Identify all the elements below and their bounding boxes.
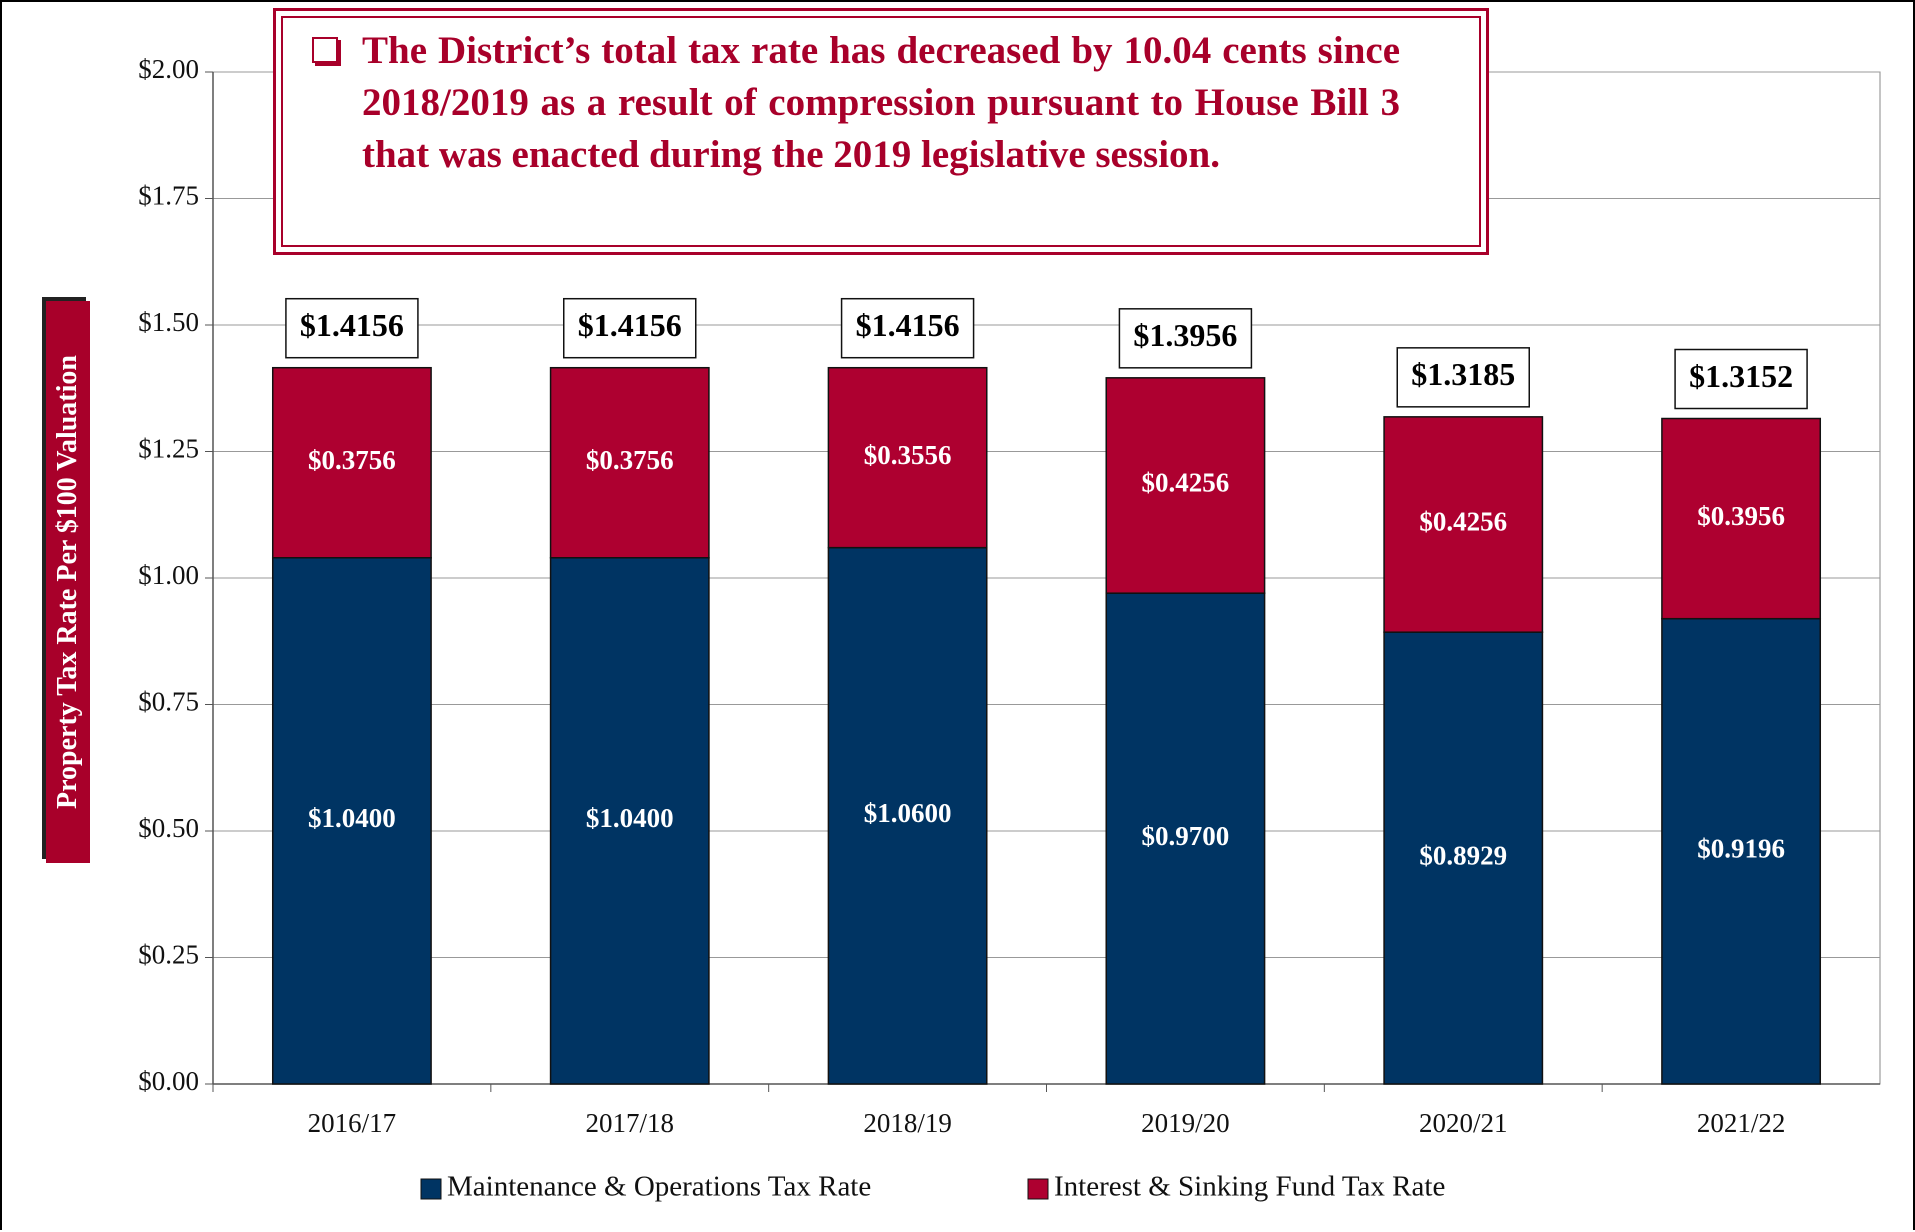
value-label: $1.0400 [308, 803, 396, 833]
value-label: $0.9700 [1142, 821, 1230, 851]
annotation-box: The District’s total tax rate has decrea… [273, 8, 1489, 255]
value-label: $0.8929 [1419, 840, 1507, 870]
total-label: $1.3152 [1689, 358, 1793, 394]
total-label: $1.4156 [300, 307, 404, 343]
total-label: $1.3956 [1133, 317, 1237, 353]
legend-swatch [420, 1178, 442, 1200]
value-label: $0.9196 [1697, 834, 1785, 864]
y-tick-label: $1.50 [138, 307, 199, 337]
value-label: $0.3756 [586, 445, 674, 475]
y-tick-label: $2.00 [138, 54, 199, 84]
value-label: $0.4256 [1419, 507, 1507, 537]
total-box [285, 297, 419, 359]
y-tick-label: $0.00 [138, 1066, 199, 1096]
bar-segment [271, 366, 432, 559]
bar-segment [827, 366, 988, 549]
total-label: $1.4156 [578, 307, 682, 343]
value-label: $0.3956 [1697, 501, 1785, 531]
y-tick-label: $1.25 [138, 434, 199, 464]
bar-segment [549, 366, 710, 559]
total-box [1674, 348, 1808, 410]
bar-segment [1383, 631, 1544, 1085]
bar-segment [1105, 592, 1266, 1085]
annotation: The District’s total tax rate has decrea… [362, 29, 1400, 176]
total-label: $1.4156 [856, 307, 960, 343]
value-label: $1.0400 [586, 803, 674, 833]
legend-swatch [1027, 1178, 1049, 1200]
bar-segment [1661, 417, 1822, 620]
y-tick-label: $0.75 [138, 687, 199, 717]
value-label: $0.3556 [864, 440, 952, 470]
total-box [1396, 347, 1530, 408]
y-tick-label: $0.25 [138, 940, 199, 970]
total-label: $1.3185 [1411, 356, 1515, 392]
y-axis-label: Property Tax Rate Per $100 Valuation [46, 301, 90, 863]
bar-segment [1105, 377, 1266, 594]
x-tick-label: 2016/17 [308, 1108, 397, 1138]
x-tick-label: 2020/21 [1419, 1108, 1508, 1138]
x-tick-label: 2017/18 [585, 1108, 674, 1138]
bar-segment [1383, 416, 1544, 633]
total-box [840, 297, 975, 359]
value-label: $0.3756 [308, 445, 396, 475]
bar-segment [271, 557, 432, 1085]
bar-segment [549, 557, 710, 1085]
total-box [1118, 308, 1253, 369]
bullet [312, 37, 338, 63]
x-tick-label: 2019/20 [1141, 1108, 1230, 1138]
legend-label: Interest & Sinking Fund Tax Rate [1054, 1171, 1445, 1203]
y-tick-label: $1.75 [138, 181, 199, 211]
value-label: $1.0600 [864, 798, 952, 828]
bar-segment [1661, 617, 1822, 1085]
total-box [563, 297, 697, 359]
x-tick-label: 2021/22 [1697, 1108, 1786, 1138]
y-tick-label: $1.00 [138, 560, 199, 590]
value-label: $0.4256 [1142, 468, 1230, 498]
legend-label: Maintenance & Operations Tax Rate [447, 1171, 871, 1203]
bar-segment [827, 546, 988, 1085]
annotation-border [281, 16, 1481, 247]
x-tick-label: 2018/19 [863, 1108, 952, 1138]
y-tick-label: $0.50 [138, 813, 199, 843]
